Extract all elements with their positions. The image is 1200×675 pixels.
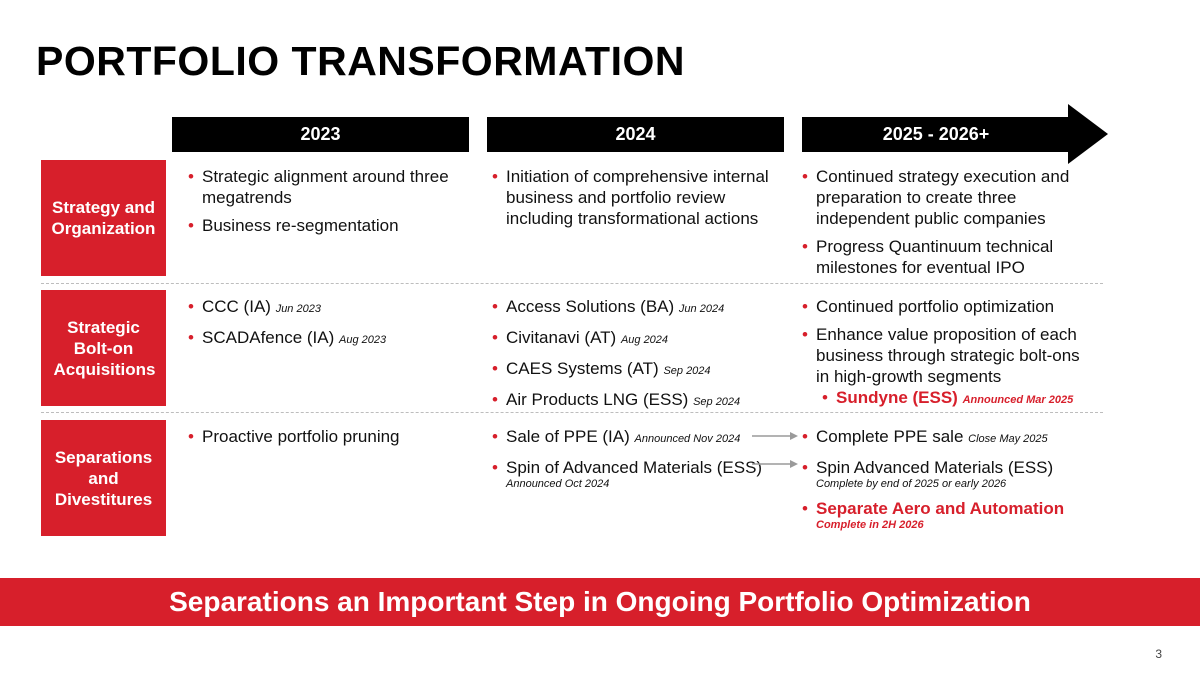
list-item: Enhance value proposition of each busine… [802,324,1097,387]
cell-acquisitions-2025: Continued portfolio optimization Enhance… [802,296,1097,418]
list-item: Progress Quantinuum technical milestones… [802,236,1092,278]
cell-separations-2023: Proactive portfolio pruning [188,426,468,454]
list-item: Air Products LNG (ESS) Sep 2024 [492,389,782,413]
connector-arrow-icon [752,460,798,468]
date-note: Aug 2024 [620,334,669,346]
list-item: Sundyne (ESS) Announced Mar 2025 [822,387,1097,411]
row-label-acquisitions: Strategic Bolt-on Acquisitions [41,290,166,406]
row-divider [41,283,1103,284]
list-item: Civitanavi (AT) Aug 2024 [492,327,782,351]
date-note: Complete in 2H 2026 [816,519,924,531]
row-label-separations: Separations and Divestitures [41,420,166,536]
cell-acquisitions-2023: CCC (IA) Jun 2023 SCADAfence (IA) Aug 20… [188,296,468,358]
year-header-2024: 2024 [487,117,784,152]
date-note: Announced Oct 2024 [506,478,610,490]
date-note: Announced Mar 2025 [962,394,1074,406]
date-note: Complete by end of 2025 or early 2026 [816,478,1007,490]
date-note: Aug 2023 [339,334,387,346]
list-item: Sale of PPE (IA) Announced Nov 2024 [492,426,792,450]
list-item: Separate Aero and Automation Complete in… [802,498,1097,532]
page-number: 3 [1155,647,1162,661]
date-note: Close May 2025 [968,433,1048,445]
list-item: Strategic alignment around three megatre… [188,166,468,208]
list-item: Complete PPE sale Close May 2025 [802,426,1097,450]
date-note: Announced Nov 2024 [634,433,741,445]
year-header-2025: 2025 - 2026+ [802,117,1070,152]
list-item: CCC (IA) Jun 2023 [188,296,468,320]
date-note: Sep 2024 [663,365,711,377]
page-title: PORTFOLIO TRANSFORMATION [36,38,685,84]
row-label-strategy: Strategy and Organization [41,160,166,276]
date-note: Sep 2024 [693,396,741,408]
summary-banner: Separations an Important Step in Ongoing… [0,578,1200,626]
year-header-2023: 2023 [172,117,469,152]
list-item: SCADAfence (IA) Aug 2023 [188,327,468,351]
cell-strategy-2024: Initiation of comprehensive internal bus… [492,166,782,236]
cell-acquisitions-2024: Access Solutions (BA) Jun 2024 Civitanav… [492,296,782,420]
cell-separations-2024: Sale of PPE (IA) Announced Nov 2024 Spin… [492,426,792,498]
timeline-arrow-icon [1068,104,1108,164]
list-item: Proactive portfolio pruning [188,426,468,447]
list-item: Spin Advanced Materials (ESS) Complete b… [802,457,1097,491]
cell-strategy-2025: Continued strategy execution and prepara… [802,166,1092,285]
list-item: CAES Systems (AT) Sep 2024 [492,358,782,382]
date-note: Jun 2023 [275,303,321,315]
list-item: Continued portfolio optimization [802,296,1097,317]
list-item: Continued strategy execution and prepara… [802,166,1092,229]
date-note: Jun 2024 [678,303,725,315]
list-item: Business re-segmentation [188,215,468,236]
cell-separations-2025: Complete PPE sale Close May 2025 Spin Ad… [802,426,1097,539]
list-item: Initiation of comprehensive internal bus… [492,166,782,229]
list-item: Access Solutions (BA) Jun 2024 [492,296,782,320]
list-item: Spin of Advanced Materials (ESS) Announc… [492,457,792,491]
connector-arrow-icon [752,432,798,440]
cell-strategy-2023: Strategic alignment around three megatre… [188,166,468,243]
